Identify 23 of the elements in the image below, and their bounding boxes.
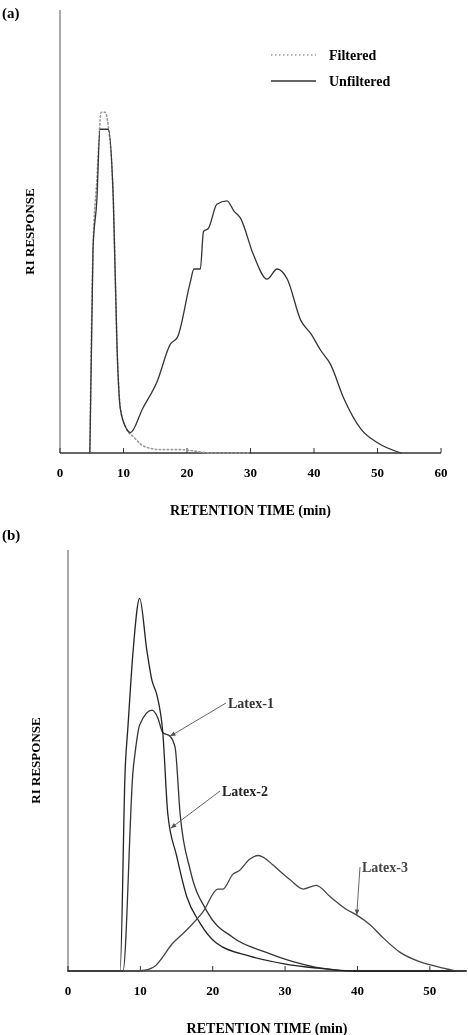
chart-title: (a) xyxy=(2,5,20,22)
text: Latex-2 xyxy=(222,784,268,799)
x-tick-label: 30 xyxy=(278,983,292,998)
text: Latex-1 xyxy=(228,696,274,711)
y-axis-title: RI RESPONSE xyxy=(22,188,37,275)
x-tick-label: 30 xyxy=(244,465,257,480)
x-tick-label: 60 xyxy=(434,465,448,480)
x-tick-label: 50 xyxy=(371,465,384,480)
legend-label: Filtered xyxy=(329,48,377,63)
x-tick-label: 40 xyxy=(350,983,364,998)
x-tick-label: 50 xyxy=(423,983,437,998)
y-axis-title: RI RESPONSE xyxy=(28,717,43,804)
text: Latex-3 xyxy=(362,860,408,875)
x-tick-label: 10 xyxy=(117,465,130,480)
x-tick-label: 0 xyxy=(56,465,64,480)
x-tick-label: 10 xyxy=(133,983,147,998)
x-tick-label: 0 xyxy=(64,983,72,998)
x-axis-title: RETENTION TIME (min) xyxy=(170,503,332,519)
x-tick-label: 20 xyxy=(206,983,220,998)
x-tick-label: 40 xyxy=(307,465,321,480)
x-tick-label: 20 xyxy=(180,465,194,480)
legend-label: Unfiltered xyxy=(329,74,391,89)
chart-title: (b) xyxy=(2,527,21,544)
